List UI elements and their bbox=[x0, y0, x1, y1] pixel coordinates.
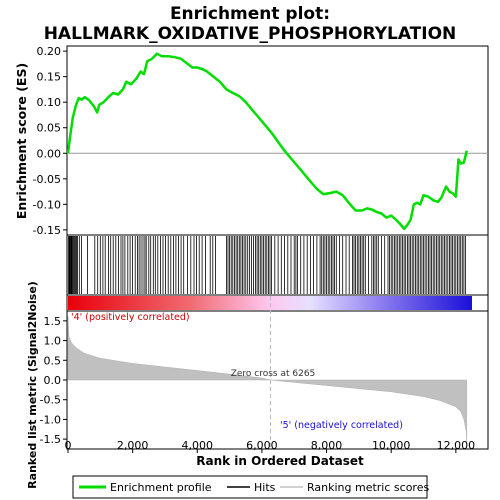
hit-markers bbox=[68, 236, 466, 294]
es-y-tick-label: 0.15 bbox=[37, 71, 62, 84]
metric-y-tick-label: 0.5 bbox=[44, 354, 62, 367]
chart-title-line1: Enrichment plot: bbox=[170, 4, 330, 24]
legend-hits-label: Hits bbox=[254, 481, 276, 494]
x-tick-label: 6,000 bbox=[246, 439, 278, 452]
legend-metric-label: Ranking metric scores bbox=[307, 481, 429, 494]
enrichment-profile-line bbox=[66, 52, 469, 231]
es-y-tick-label: -0.05 bbox=[33, 173, 61, 186]
x-tick-label: 10,000 bbox=[372, 439, 411, 452]
ranked-metric-panel: -1.5 -1.0 -0.5 0.0 0.5 1.0 1.5 Zero cross at 6… bbox=[26, 281, 489, 489]
x-tick-label: 4,000 bbox=[182, 439, 214, 452]
zero-cross-label: Zero cross at 6265 bbox=[231, 369, 316, 379]
positive-correlated-label: '4' (positively correlated) bbox=[71, 312, 190, 323]
x-tick-label: 0 bbox=[65, 439, 72, 452]
chart-title-line2: HALLMARK_OXIDATIVE_PHOSPHORYLATION bbox=[44, 24, 457, 44]
metric-y-tick-label: 1.5 bbox=[44, 315, 62, 328]
es-y-tick-label: -0.10 bbox=[33, 198, 61, 211]
es-y-tick-label: 0.00 bbox=[37, 147, 62, 160]
metric-y-tick-label: -0.5 bbox=[40, 394, 61, 407]
es-y-axis-label: Enrichment score (ES) bbox=[14, 63, 29, 219]
hits-panel bbox=[66, 234, 489, 296]
ranking-metric-area bbox=[67, 316, 468, 446]
chart-legend: Enrichment profile Hits Ranking metric s… bbox=[72, 475, 429, 499]
enrichment-score-panel: -0.15 -0.10 -0.05 0.00 0.05 0.10 0.15 0.20 Enri… bbox=[14, 45, 489, 237]
metric-y-tick-label: -1.0 bbox=[40, 413, 61, 426]
metric-y-ticks: -1.5 -1.0 -0.5 0.0 0.5 1.0 1.5 bbox=[40, 315, 67, 446]
es-y-ticks: -0.15 -0.10 -0.05 0.00 0.05 0.10 0.15 0.20 bbox=[33, 45, 67, 237]
es-y-tick-label: 0.10 bbox=[37, 96, 62, 109]
x-tick-label: 2,000 bbox=[117, 439, 149, 452]
x-tick-label: 12,000 bbox=[437, 439, 476, 452]
metric-y-tick-label: 1.0 bbox=[44, 335, 62, 348]
es-y-tick-label: -0.15 bbox=[33, 224, 61, 237]
legend-enrichment-label: Enrichment profile bbox=[110, 481, 212, 494]
metric-y-tick-label: 0.0 bbox=[44, 374, 62, 387]
x-tick-label: 8,000 bbox=[311, 439, 343, 452]
x-axis-label: Rank in Ordered Dataset bbox=[196, 454, 364, 468]
x-axis: 0 2,000 4,000 6,000 8,000 10,000 12,000 bbox=[65, 439, 476, 453]
es-y-tick-label: 0.05 bbox=[37, 122, 62, 135]
metric-y-axis-label: Ranked list metric (Signal2Noise) bbox=[26, 281, 39, 489]
metric-y-tick-label: -1.5 bbox=[40, 433, 61, 446]
negative-correlated-label: '5' (negatively correlated) bbox=[280, 420, 403, 431]
es-y-tick-label: 0.20 bbox=[37, 45, 62, 58]
